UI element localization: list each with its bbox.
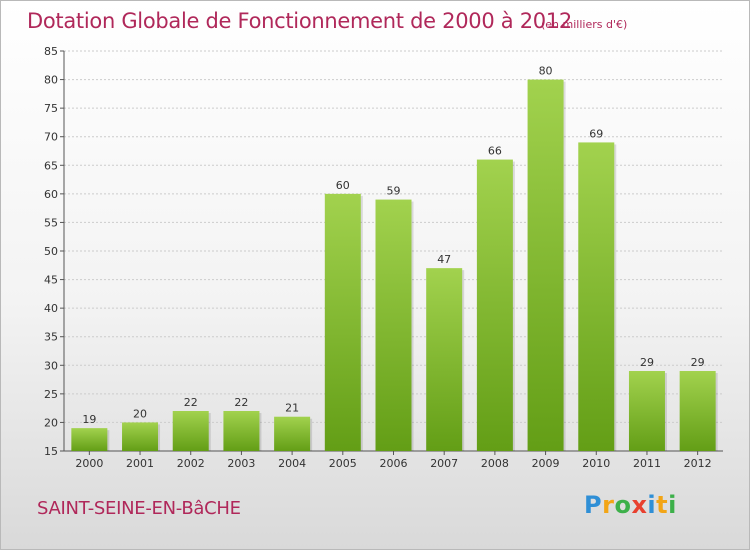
x-tick-label: 2007 bbox=[430, 457, 458, 470]
bar-2009 bbox=[527, 79, 564, 452]
data-label: 21 bbox=[285, 402, 299, 415]
y-tick-label: 25 bbox=[44, 388, 58, 401]
logo-letter: P bbox=[584, 491, 603, 519]
x-tick-label: 2010 bbox=[582, 457, 610, 470]
data-label: 47 bbox=[437, 253, 451, 266]
x-tick-label: 2002 bbox=[177, 457, 205, 470]
y-tick-label: 70 bbox=[44, 131, 58, 144]
data-label: 66 bbox=[488, 145, 502, 158]
x-tick-label: 2011 bbox=[633, 457, 661, 470]
data-label: 60 bbox=[336, 179, 350, 192]
x-tick-label: 2008 bbox=[481, 457, 509, 470]
commune-name: SAINT-SEINE-EN-BâCHE bbox=[37, 498, 241, 519]
bar-2000 bbox=[71, 428, 108, 451]
y-tick-label: 75 bbox=[44, 102, 58, 115]
logo-letter: r bbox=[602, 491, 615, 519]
logo-letter: i bbox=[647, 491, 657, 519]
labels: 15 20 25 30 35 40 45 50 55 60 65 70 75 80 85 19 2000 20 20… bbox=[44, 45, 712, 470]
logo-letter: i bbox=[668, 491, 677, 519]
y-tick-label: 80 bbox=[44, 74, 58, 87]
logo-letter: t bbox=[656, 491, 669, 519]
bar-2011 bbox=[628, 371, 665, 451]
bars bbox=[71, 79, 718, 452]
data-label: 22 bbox=[234, 396, 248, 409]
logo-letter: x bbox=[631, 491, 648, 519]
y-tick-label: 45 bbox=[44, 274, 58, 287]
y-tick-label: 50 bbox=[44, 245, 58, 258]
x-tick-label: 2005 bbox=[329, 457, 357, 470]
bar-2005 bbox=[324, 193, 361, 451]
data-label: 22 bbox=[184, 396, 198, 409]
bar-2008 bbox=[476, 159, 513, 452]
y-tick-label: 30 bbox=[44, 359, 58, 372]
y-tick-label: 85 bbox=[44, 45, 58, 58]
y-tick-label: 35 bbox=[44, 331, 58, 344]
data-label: 59 bbox=[387, 185, 401, 198]
x-tick-label: 2012 bbox=[684, 457, 712, 470]
x-tick-label: 2003 bbox=[227, 457, 255, 470]
data-label: 20 bbox=[133, 407, 147, 420]
y-tick-label: 40 bbox=[44, 302, 58, 315]
proxiti-logo: Proxiti bbox=[584, 491, 677, 519]
x-tick-label: 2001 bbox=[126, 457, 154, 470]
bar-2001 bbox=[122, 422, 159, 451]
data-label: 69 bbox=[589, 127, 603, 140]
y-tick-label: 15 bbox=[44, 445, 58, 458]
y-tick-label: 65 bbox=[44, 159, 58, 172]
y-tick-label: 60 bbox=[44, 188, 58, 201]
x-tick-label: 2006 bbox=[380, 457, 408, 470]
x-tick-label: 2000 bbox=[75, 457, 103, 470]
bar-2004 bbox=[274, 416, 311, 451]
data-label: 29 bbox=[640, 356, 654, 369]
x-tick-label: 2009 bbox=[532, 457, 560, 470]
bar-2006 bbox=[375, 199, 412, 451]
chart-title: Dotation Globale de Fonctionnement de 20… bbox=[27, 9, 572, 33]
data-label: 19 bbox=[82, 413, 96, 426]
x-tick-label: 2004 bbox=[278, 457, 306, 470]
logo-letter: o bbox=[614, 491, 632, 519]
y-tick-label: 55 bbox=[44, 216, 58, 229]
chart-unit: (en milliers d'€) bbox=[541, 18, 628, 31]
data-label: 29 bbox=[691, 356, 705, 369]
bar-2010 bbox=[578, 142, 615, 451]
bar-2007 bbox=[426, 268, 463, 451]
bar-2002 bbox=[172, 411, 209, 451]
bar-2003 bbox=[223, 411, 260, 451]
data-label: 80 bbox=[539, 65, 553, 78]
bar-2012 bbox=[679, 371, 716, 451]
y-tick-label: 20 bbox=[44, 416, 58, 429]
